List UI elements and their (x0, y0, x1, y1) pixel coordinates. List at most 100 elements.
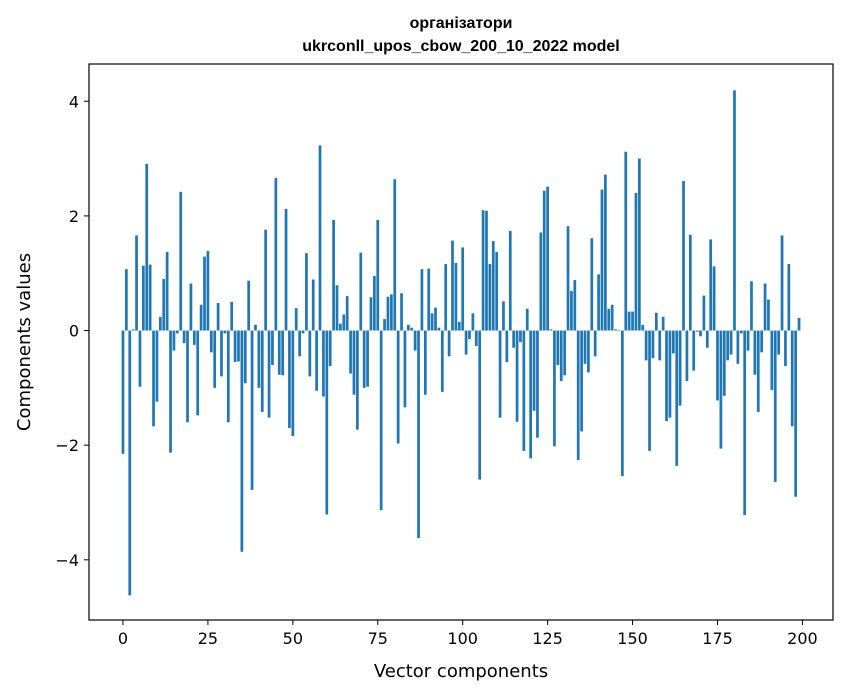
plot-frame (88, 63, 834, 621)
bar-189 (763, 283, 767, 331)
bar-32 (230, 301, 234, 331)
bar-11 (158, 316, 162, 331)
bar-58 (318, 145, 322, 331)
x-axis-label: Vector components (374, 661, 548, 682)
bar-88 (420, 269, 424, 331)
bar-196 (787, 264, 791, 331)
bar-12 (162, 278, 166, 331)
bar-174 (712, 266, 716, 331)
bar-163 (675, 330, 679, 466)
bar-171 (702, 295, 706, 331)
bar-20 (189, 283, 193, 331)
bar-5 (138, 330, 142, 387)
bar-91 (430, 313, 434, 331)
y-tick-label: 0 (69, 322, 79, 341)
bar-160 (665, 330, 668, 422)
bar-89 (423, 330, 427, 395)
bar-132 (570, 290, 573, 331)
bar-136 (583, 330, 587, 364)
bar-149 (627, 311, 631, 331)
bar-6 (142, 265, 145, 331)
bar-8 (148, 264, 152, 331)
bar-21 (192, 330, 196, 345)
bar-176 (719, 330, 723, 449)
bar-151 (634, 192, 638, 331)
bar-9 (152, 330, 155, 427)
bar-164 (678, 330, 682, 406)
bar-192 (773, 330, 777, 482)
y-axis-ticks: −4 −2 0 2 4 (55, 92, 89, 570)
bar-116 (515, 330, 519, 422)
bar-71 (362, 330, 366, 388)
bar-22 (196, 330, 200, 416)
bar-102 (468, 330, 471, 340)
bar-41 (260, 330, 264, 412)
bar-134 (576, 330, 580, 461)
bar-47 (281, 330, 284, 376)
bar-50 (291, 330, 295, 437)
bar-181 (736, 330, 740, 364)
bar-48 (284, 209, 288, 331)
x-tick-label: 150 (617, 629, 648, 648)
bar-165 (682, 180, 685, 331)
bar-123 (539, 232, 543, 331)
bar-97 (451, 240, 454, 331)
bar-119 (525, 308, 529, 331)
bar-45 (274, 178, 278, 331)
bar-70 (359, 252, 363, 331)
bar-78 (386, 296, 390, 331)
bar-37 (247, 280, 251, 331)
bar-38 (250, 330, 254, 490)
bar-52 (298, 330, 301, 357)
bar-193 (777, 330, 780, 355)
bar-67 (349, 330, 352, 374)
bar-118 (522, 330, 526, 451)
bar-7 (145, 163, 149, 331)
bar-107 (485, 210, 488, 331)
bar-61 (328, 330, 332, 367)
bar-64 (339, 323, 342, 331)
bar-28 (216, 303, 220, 331)
bar-117 (519, 330, 522, 342)
bar-62 (332, 219, 335, 331)
bar-124 (542, 190, 546, 331)
bar-190 (767, 299, 770, 331)
y-tick-label: 4 (69, 92, 79, 111)
bar-130 (563, 330, 566, 376)
bar-33 (233, 330, 237, 363)
bar-83 (403, 330, 407, 408)
bar-105 (478, 330, 482, 480)
bar-129 (559, 330, 563, 381)
bar-65 (342, 314, 346, 331)
bar-166 (685, 330, 689, 381)
bar-49 (288, 330, 291, 428)
bar-24 (203, 256, 206, 331)
bar-162 (671, 330, 675, 354)
bar-46 (277, 330, 281, 375)
bar-74 (373, 276, 376, 331)
bar-69 (356, 330, 359, 430)
bar-177 (722, 330, 726, 396)
bar-141 (600, 189, 604, 331)
bar-150 (631, 311, 634, 331)
bar-15 (172, 330, 176, 351)
bar-92 (434, 307, 437, 331)
bar-2 (128, 330, 132, 596)
bar-168 (692, 330, 696, 371)
bar-90 (427, 268, 431, 331)
bar-183 (743, 330, 747, 516)
bar-127 (553, 330, 556, 447)
bar-86 (413, 330, 417, 351)
bar-16 (175, 330, 179, 334)
bar-4 (135, 235, 138, 331)
bar-110 (495, 252, 499, 331)
bar-111 (498, 330, 502, 418)
bar-175 (716, 330, 719, 401)
bar-100 (461, 247, 465, 331)
bar-191 (770, 330, 774, 391)
bar-142 (604, 174, 607, 331)
bar-104 (474, 330, 478, 347)
bar-147 (621, 330, 624, 477)
bar-194 (780, 235, 784, 331)
